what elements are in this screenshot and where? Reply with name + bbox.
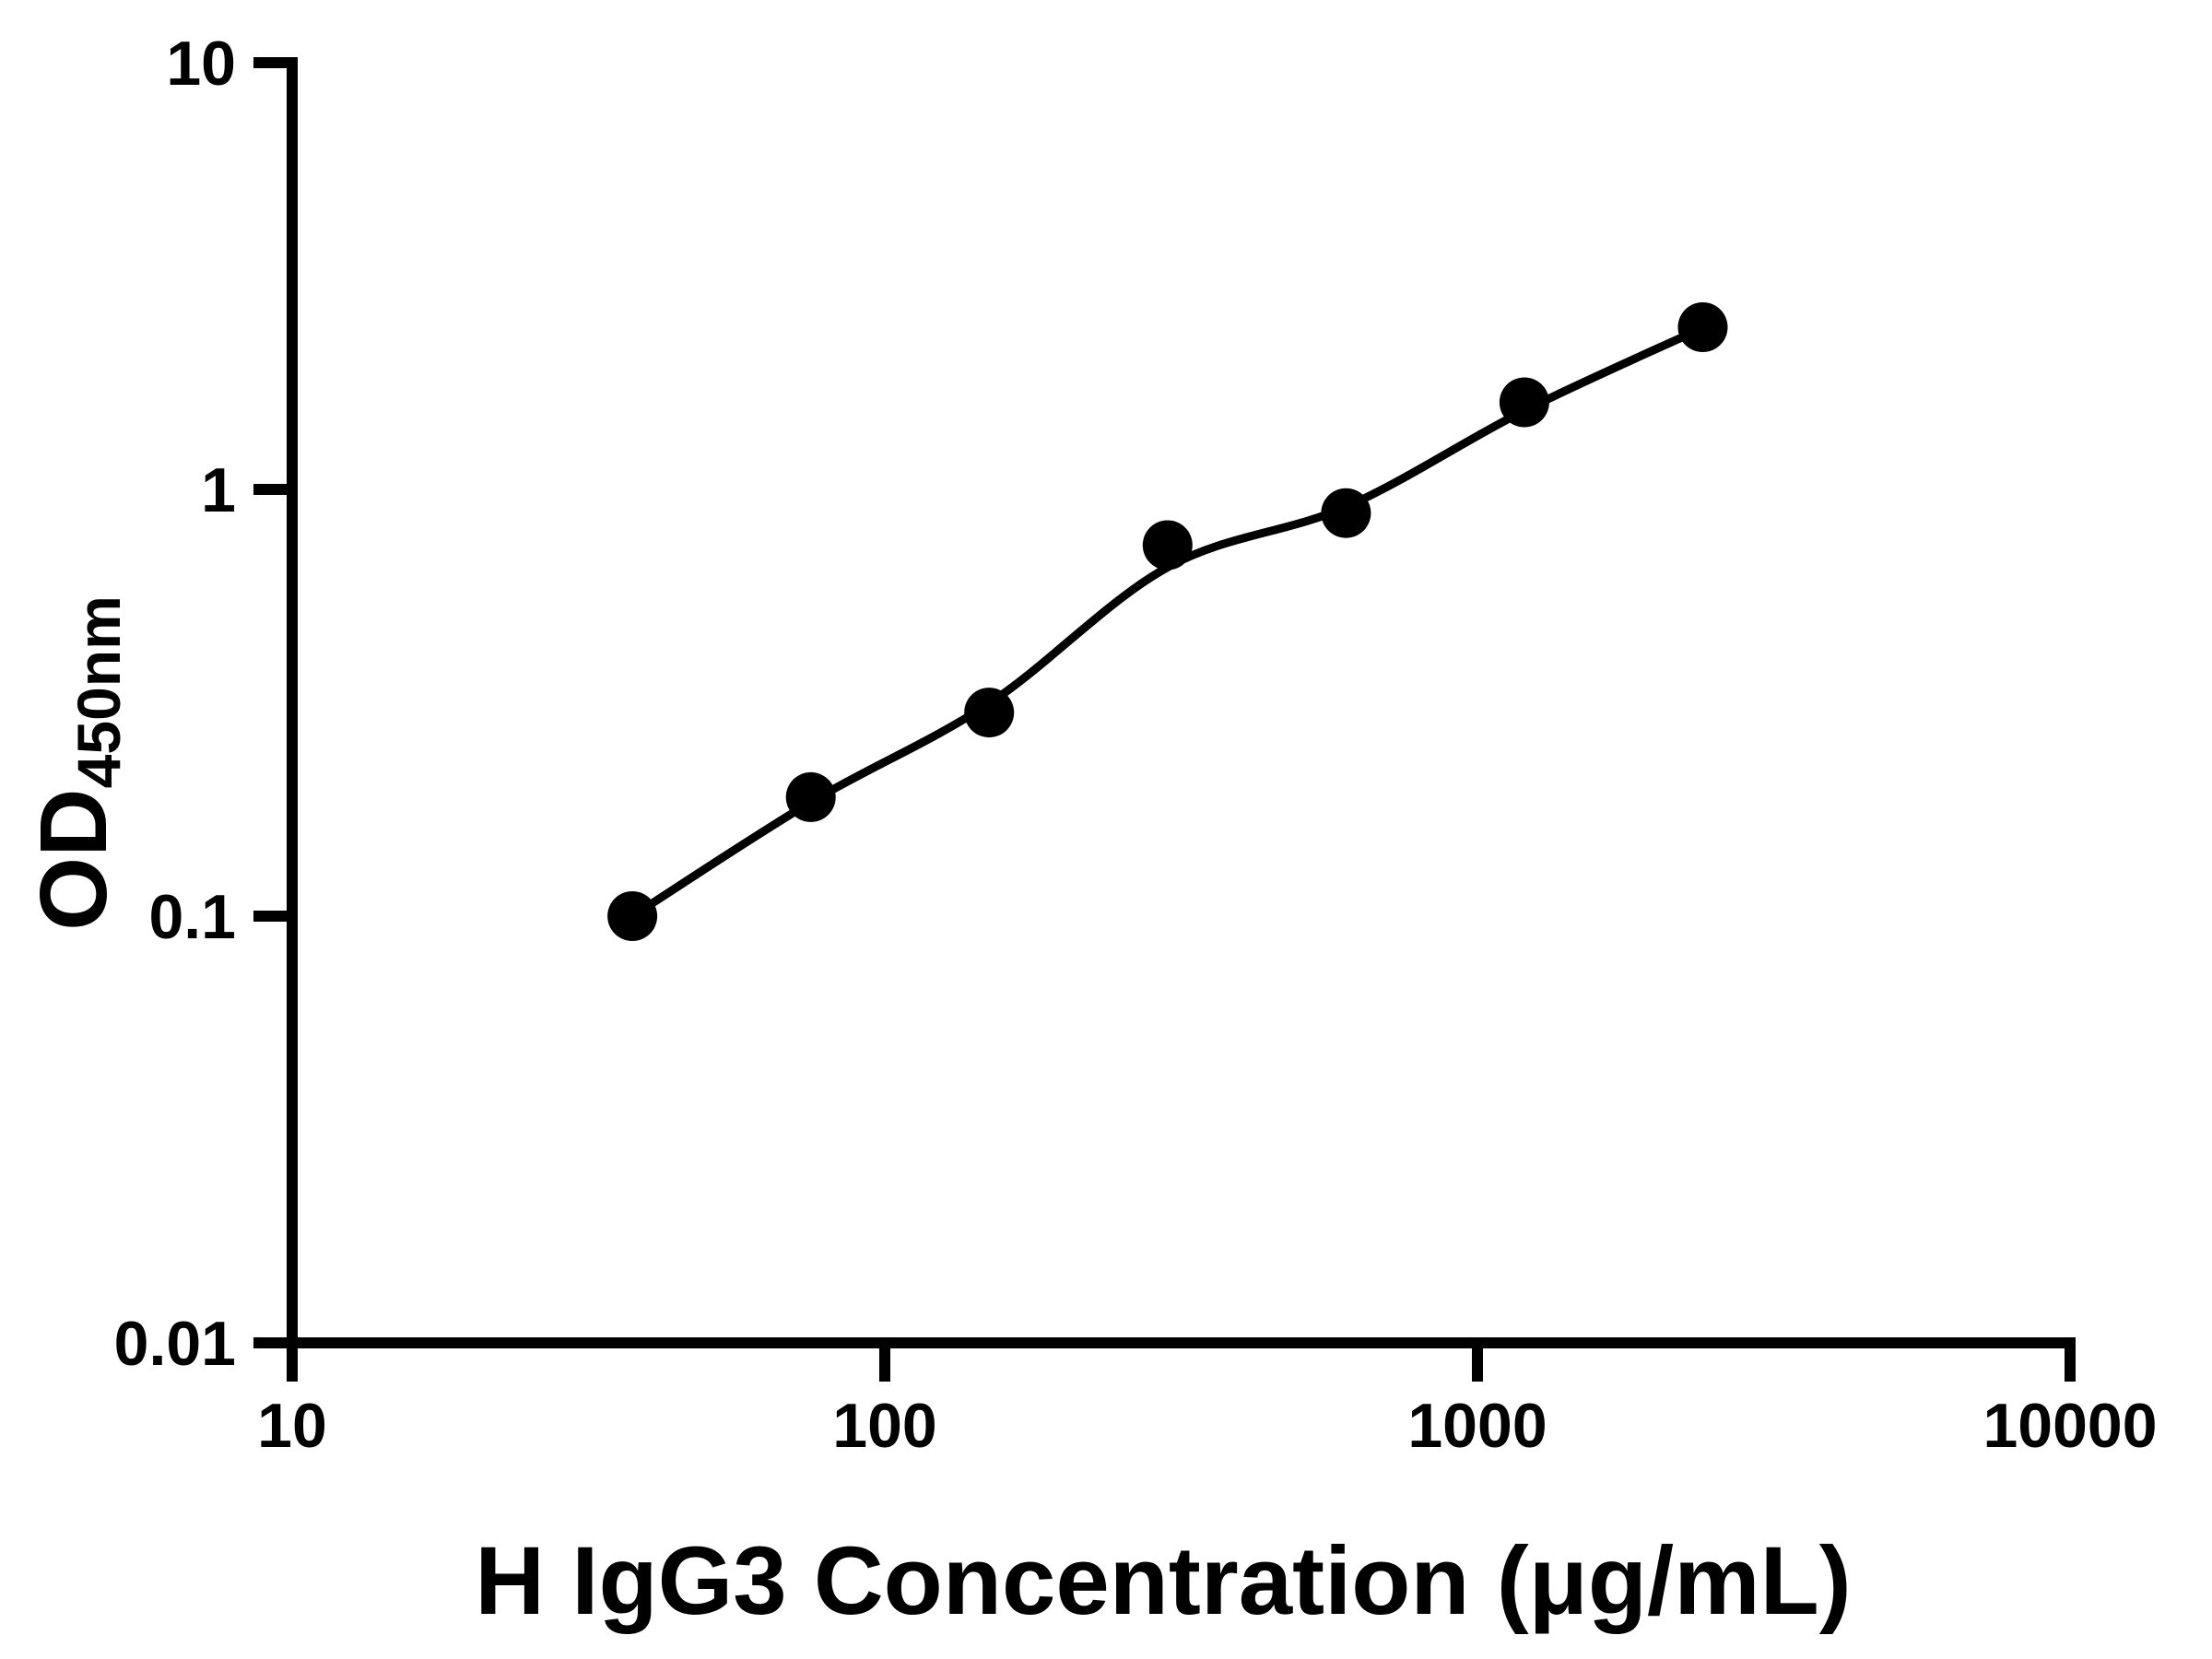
- data-point: [1677, 302, 1728, 352]
- data-point: [785, 771, 836, 822]
- x-tick-label: 10000: [1983, 1391, 2157, 1461]
- y-tick-label: 10: [166, 29, 236, 99]
- data-point: [964, 688, 1015, 738]
- x-axis-title: H IgG3 Concentration (μg/mL): [475, 1527, 1852, 1635]
- y-tick-label: 0.1: [148, 882, 236, 952]
- y-axis-title-subscript: 450nm: [65, 595, 133, 789]
- x-tick-label: 1000: [1407, 1391, 1547, 1461]
- data-point: [1321, 488, 1371, 538]
- y-tick-label: 1: [201, 455, 236, 525]
- x-tick-label: 100: [832, 1391, 936, 1461]
- y-tick-label: 0.01: [114, 1309, 236, 1379]
- data-point: [1499, 377, 1549, 428]
- data-point: [607, 891, 658, 941]
- y-axis-title: OD450nm: [19, 595, 133, 931]
- y-axis-title-main: OD: [20, 788, 126, 931]
- x-tick-label: 10: [257, 1391, 327, 1461]
- data-point: [1142, 520, 1193, 571]
